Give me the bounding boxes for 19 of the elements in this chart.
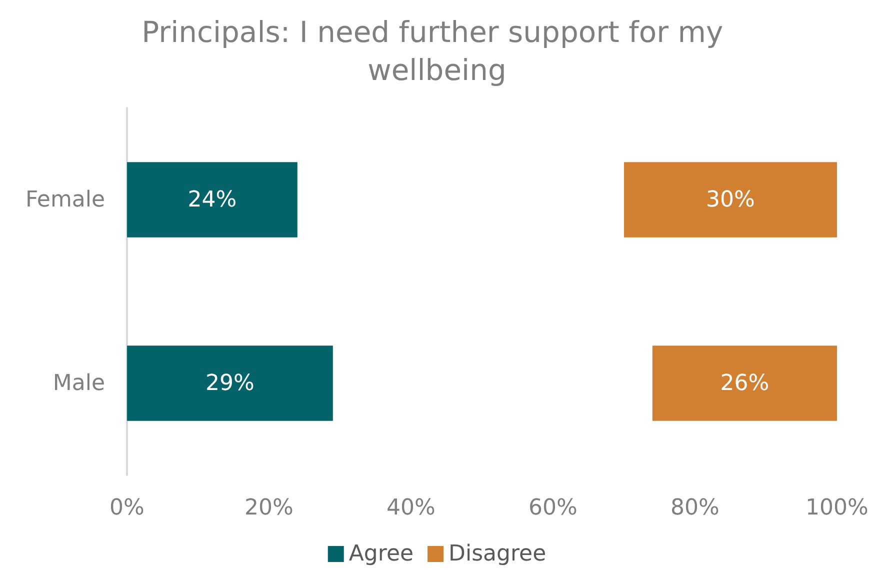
bar bbox=[652, 346, 837, 421]
x-tick-label: 100% bbox=[806, 496, 868, 520]
legend-label: Agree bbox=[348, 542, 414, 566]
data-label: 30% bbox=[706, 187, 755, 212]
data-label: 26% bbox=[720, 370, 770, 396]
x-tick-label: 20% bbox=[244, 496, 294, 520]
x-tick-label: 40% bbox=[386, 496, 436, 520]
bar bbox=[127, 346, 333, 421]
bar bbox=[624, 162, 837, 238]
x-tick-label: 80% bbox=[670, 496, 720, 520]
x-tick-label: 0% bbox=[110, 496, 144, 520]
x-tick-label: 60% bbox=[528, 496, 578, 520]
legend-label: Disagree bbox=[448, 542, 546, 566]
data-label: 29% bbox=[205, 370, 254, 396]
chart-title: Principals: I need further support for my wellbeing bbox=[142, 15, 732, 87]
data-label: 24% bbox=[188, 187, 237, 212]
bar bbox=[127, 162, 298, 238]
y-tick-label: Female bbox=[25, 187, 105, 212]
y-tick-label: Male bbox=[52, 370, 105, 396]
